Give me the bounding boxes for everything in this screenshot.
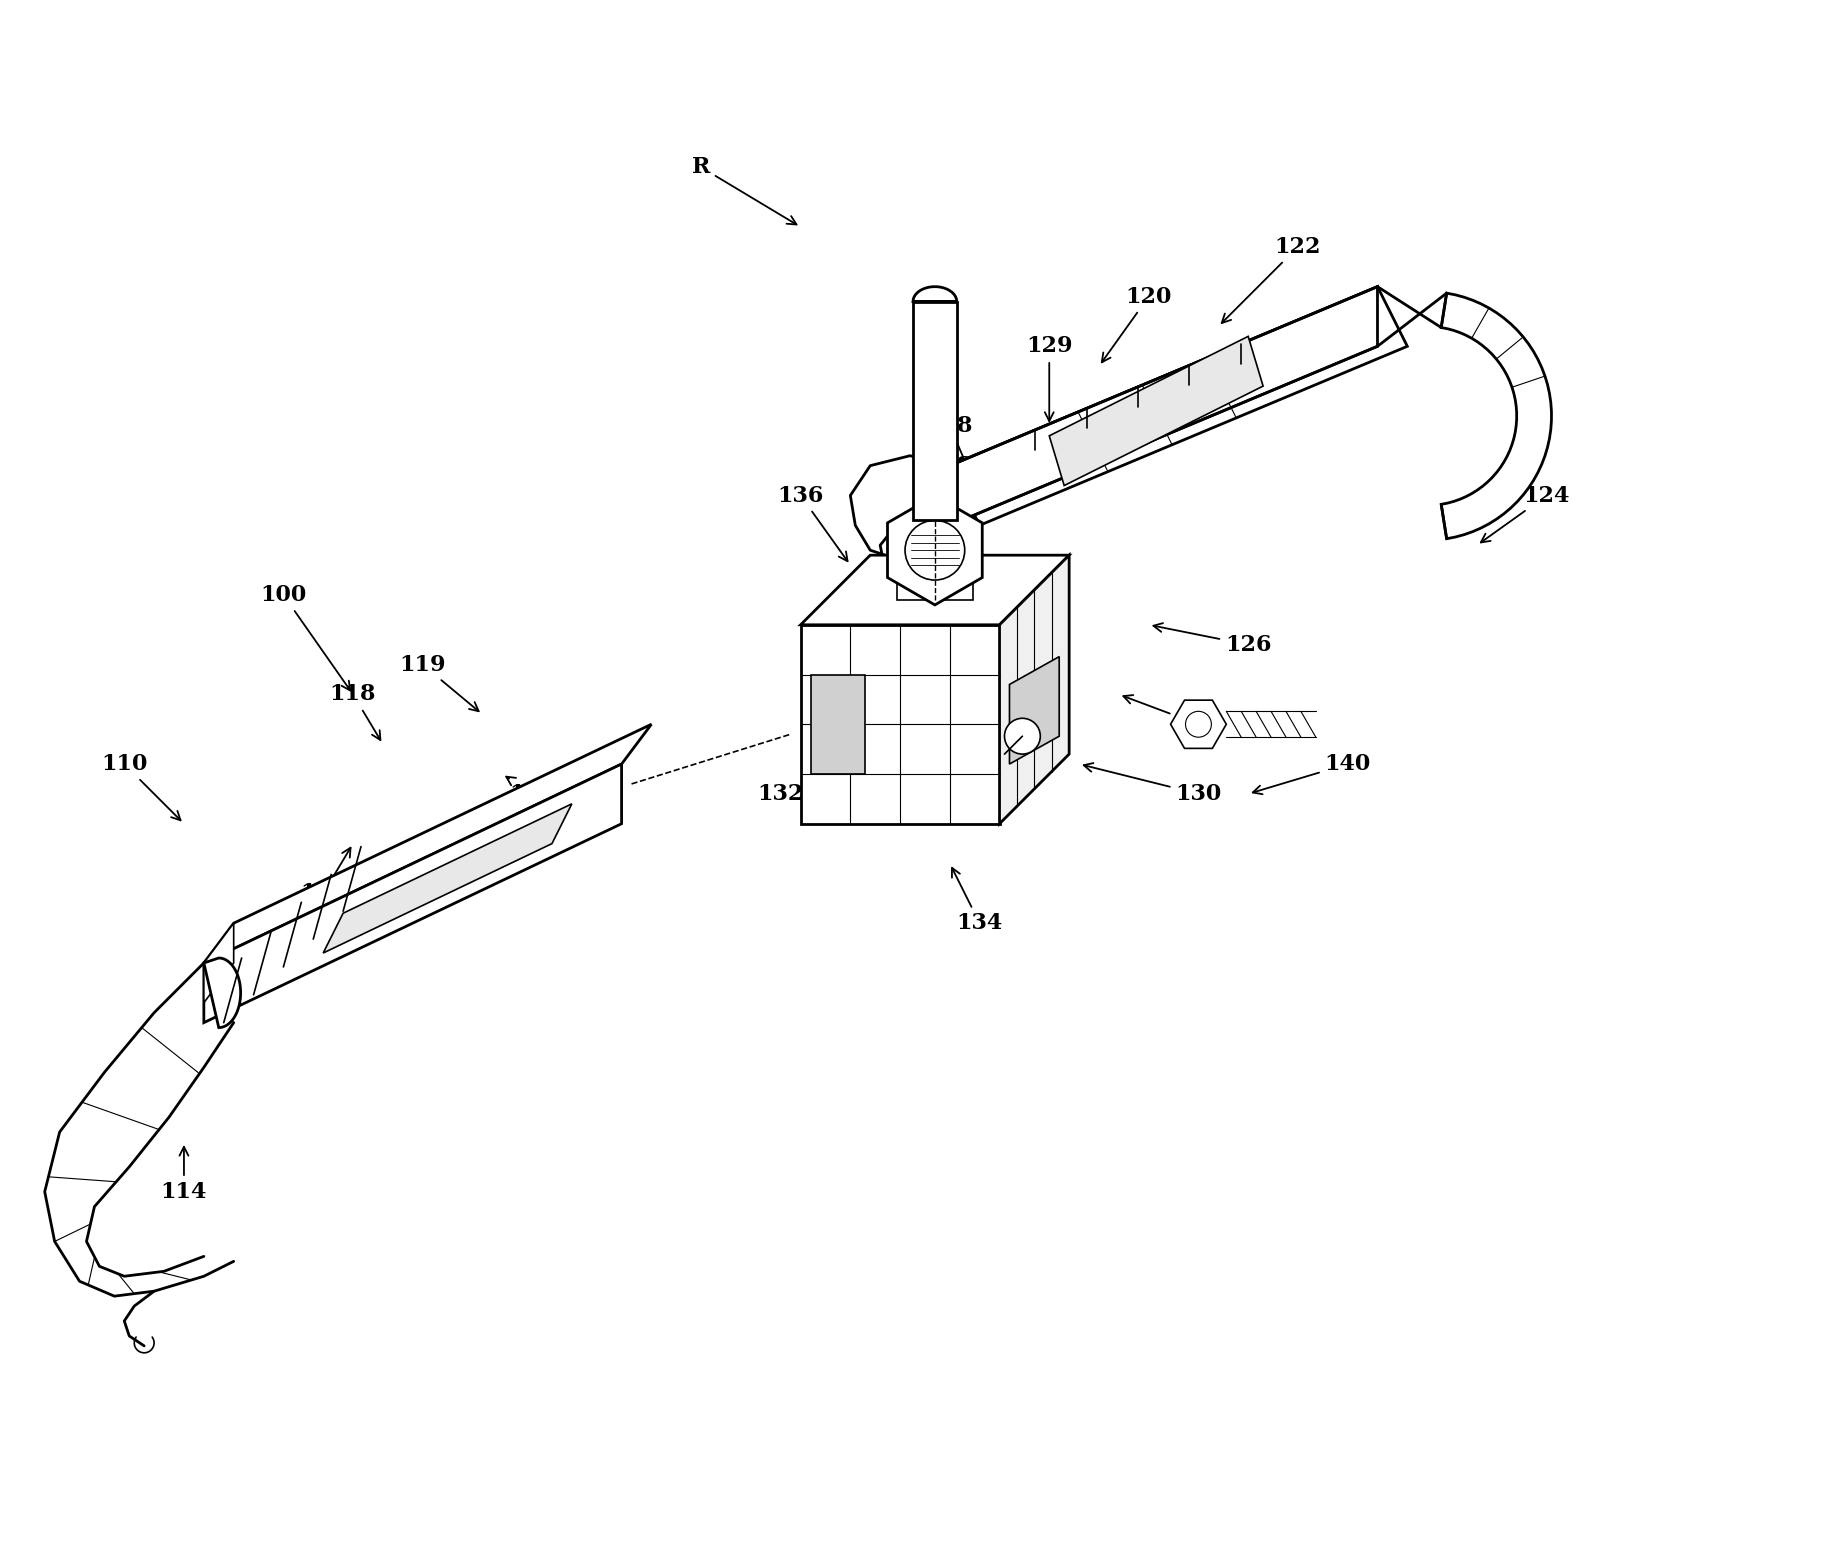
Polygon shape <box>949 287 1407 525</box>
Text: 118: 118 <box>330 684 380 740</box>
Text: 120: 120 <box>1102 286 1172 363</box>
Text: 122: 122 <box>1221 236 1321 323</box>
Text: 138: 138 <box>903 454 973 522</box>
Text: 132: 132 <box>757 747 847 804</box>
Polygon shape <box>1009 656 1058 764</box>
Polygon shape <box>887 496 982 605</box>
Text: 129: 129 <box>1026 335 1073 422</box>
Circle shape <box>905 520 965 581</box>
Polygon shape <box>801 625 1000 823</box>
Text: 126: 126 <box>1153 624 1272 656</box>
Polygon shape <box>1170 699 1226 749</box>
Circle shape <box>1186 712 1212 736</box>
Text: 134: 134 <box>953 868 1002 934</box>
Polygon shape <box>898 565 973 601</box>
Text: 117: 117 <box>506 777 555 804</box>
Text: 128: 128 <box>927 415 978 491</box>
Polygon shape <box>44 963 234 1295</box>
Text: 119: 119 <box>400 653 478 712</box>
Text: 136: 136 <box>777 485 847 560</box>
Text: 140: 140 <box>1252 753 1371 794</box>
Polygon shape <box>912 301 956 520</box>
Text: 110: 110 <box>100 753 181 820</box>
Polygon shape <box>810 675 865 774</box>
Polygon shape <box>801 556 1069 625</box>
Circle shape <box>1004 718 1040 753</box>
Polygon shape <box>204 764 622 1022</box>
Polygon shape <box>1000 556 1069 823</box>
Text: R: R <box>692 156 796 224</box>
Text: 124: 124 <box>1480 485 1570 542</box>
Polygon shape <box>850 455 980 601</box>
Text: 116: 116 <box>456 828 506 874</box>
Text: 100: 100 <box>261 584 350 690</box>
Polygon shape <box>1442 293 1551 539</box>
Polygon shape <box>912 287 956 301</box>
Text: 130: 130 <box>1084 763 1221 804</box>
Text: 127: 127 <box>1124 695 1221 735</box>
Text: 112: 112 <box>299 848 350 905</box>
Polygon shape <box>204 724 652 963</box>
Polygon shape <box>204 923 234 1002</box>
Polygon shape <box>204 957 241 1028</box>
Polygon shape <box>323 804 571 953</box>
Polygon shape <box>1049 337 1263 485</box>
Text: 114: 114 <box>161 1147 208 1203</box>
Polygon shape <box>949 287 1378 525</box>
